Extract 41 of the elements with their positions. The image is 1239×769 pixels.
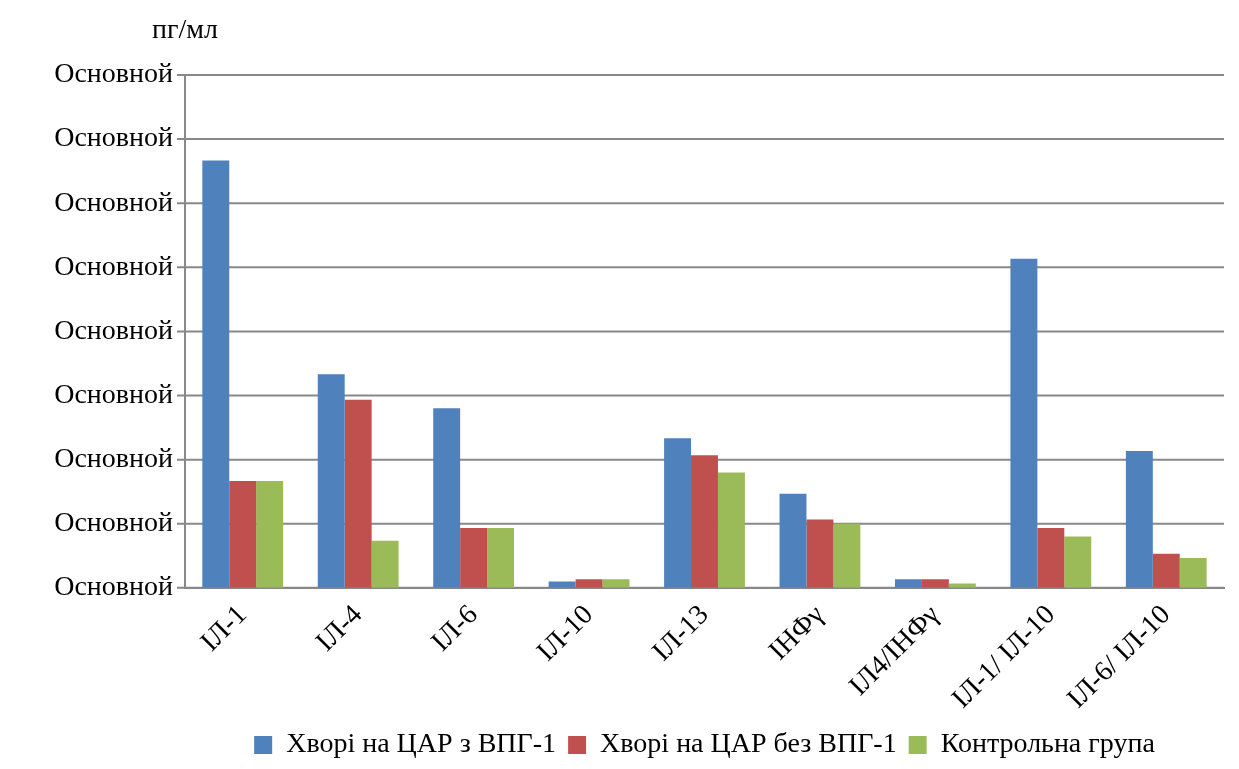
legend-label: Контрольна група [940,727,1156,759]
bar [833,523,861,588]
bar [433,408,461,588]
bar [487,528,515,588]
bar [229,481,257,588]
text: Основной [54,249,174,281]
y-axis-title: пг/мл [152,13,218,45]
text: Основной [54,506,174,538]
bar [664,438,692,588]
bar [1064,536,1092,588]
legend-label: Хворі на ЦАР без ВПГ-1 [600,727,897,759]
bar [806,519,834,588]
bar [602,579,630,588]
text: Основной [54,313,174,345]
bar [256,481,284,588]
bar [371,540,399,588]
text: Основной [54,121,174,153]
bar [548,581,576,588]
x-tick-label: ІЛ-1 [193,598,253,657]
bar [691,455,718,588]
bar [921,579,949,588]
bar [460,528,488,588]
bar [1037,528,1065,588]
text: Основной [54,185,174,217]
x-tick-label: ІЛ-4 [309,598,368,657]
bar [894,579,922,588]
text: Основной [54,377,174,409]
bar [779,493,807,588]
text: Основной [54,570,174,602]
bar [344,399,372,588]
text: Основной [54,57,174,89]
bar [575,579,603,588]
bar [1125,451,1153,588]
bar [202,160,230,588]
bar [717,472,745,588]
bar [1010,258,1038,588]
bar [1152,553,1180,588]
text: Основной [54,442,174,474]
bar [317,374,345,588]
bar [1179,557,1207,588]
legend-label: Хворі на ЦАР з ВПГ-1 [286,727,557,759]
